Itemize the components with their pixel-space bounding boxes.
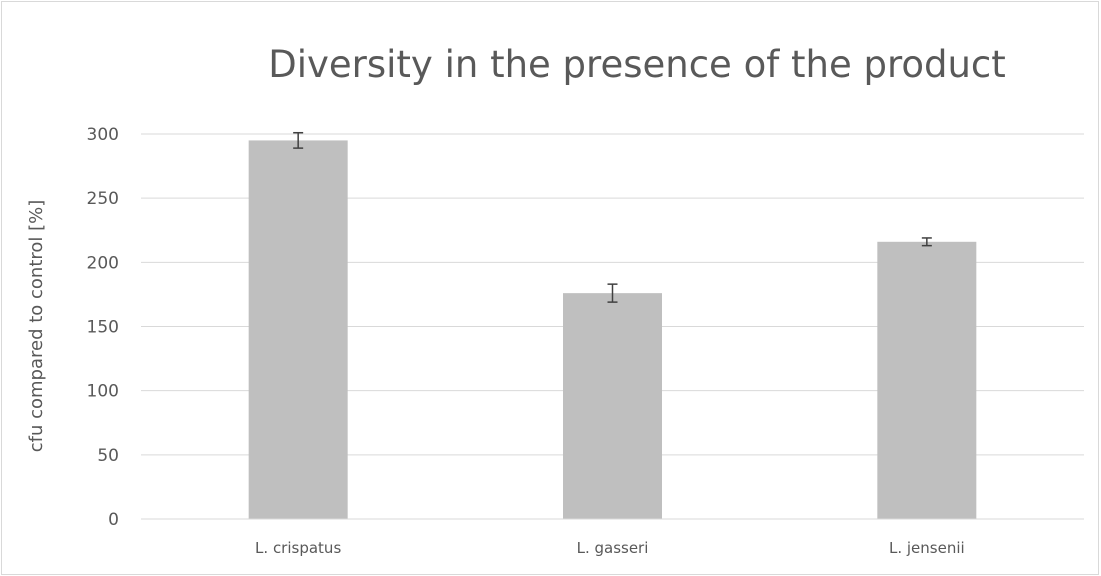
y-tick-label: 250: [87, 189, 119, 209]
error-bar: [607, 283, 618, 303]
bar: [248, 140, 348, 519]
y-tick-label: 0: [108, 510, 119, 530]
y-tick-label: 200: [87, 253, 119, 273]
y-tick-label: 150: [87, 318, 119, 338]
x-axis-category-labels: L. crispatus L. gasseri L. jensenii: [255, 539, 965, 557]
y-tick-label: 300: [87, 125, 119, 145]
y-axis-tick-labels: 0 50 100 150 200 250 300: [87, 125, 119, 530]
bars: [248, 140, 977, 520]
error-bar: [921, 237, 932, 247]
y-axis-title: cfu compared to control [%]: [26, 200, 47, 453]
error-bars: [293, 131, 932, 303]
error-bar: [293, 131, 304, 149]
y-tick-label: 100: [87, 382, 119, 402]
x-category-label: L. crispatus: [255, 539, 341, 557]
x-category-label: L. jensenii: [889, 539, 965, 557]
chart-title: Diversity in the presence of the product: [268, 43, 1006, 86]
x-category-label: L. gasseri: [577, 539, 649, 557]
y-tick-label: 50: [97, 446, 119, 466]
bar: [563, 293, 662, 519]
bar: [877, 241, 977, 520]
